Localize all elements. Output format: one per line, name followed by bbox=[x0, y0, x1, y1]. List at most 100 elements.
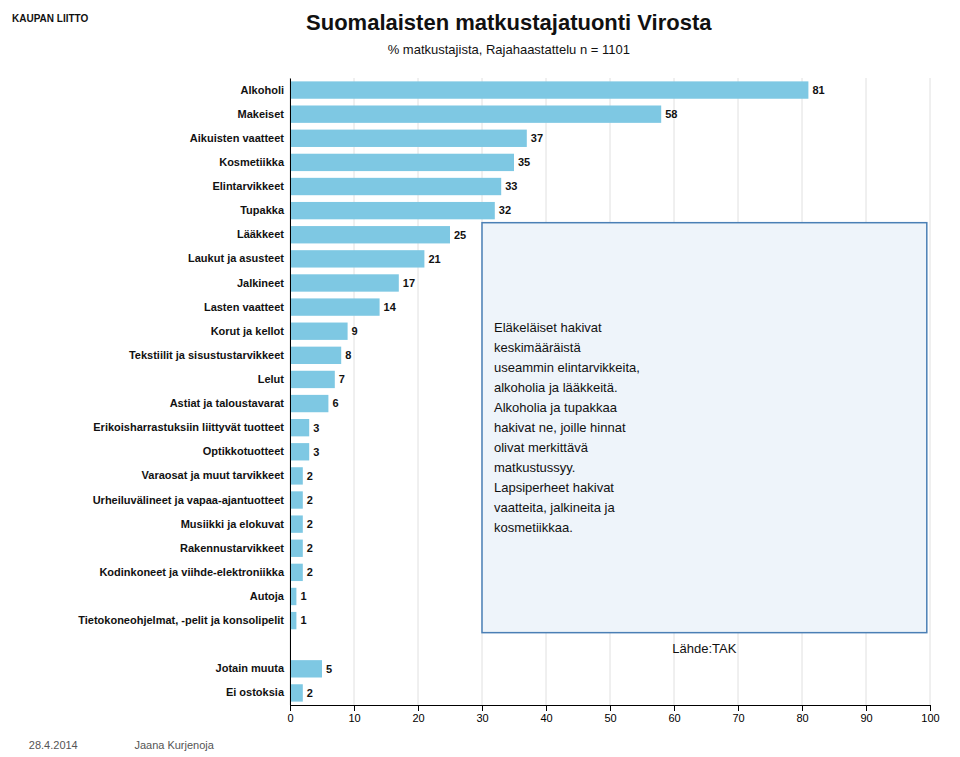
annotation-line: vaatteita, jalkineita ja bbox=[494, 500, 615, 515]
annotation-text: Eläkeläiset hakivatkeskimääräistäuseammi… bbox=[494, 320, 640, 535]
y-tick-label: Jotain muuta bbox=[216, 662, 285, 674]
grid-line bbox=[930, 78, 931, 705]
x-tick-label: 10 bbox=[348, 712, 360, 724]
y-tick-label: Kosmetiikka bbox=[219, 156, 285, 168]
y-tick-label: Urheiluvälineet ja vapaa-ajantuotteet bbox=[93, 494, 285, 506]
data-label: 8 bbox=[345, 349, 351, 361]
data-label: 1 bbox=[300, 590, 306, 602]
x-tick: 0 bbox=[287, 705, 293, 724]
x-tick: 50 bbox=[604, 705, 616, 724]
annotation-line: kosmetiikkaa. bbox=[494, 520, 573, 535]
y-axis-line bbox=[290, 79, 291, 706]
x-tick: 30 bbox=[476, 705, 488, 724]
y-tick-label: Astiat ja taloustavarat bbox=[170, 397, 285, 409]
data-label: 5 bbox=[326, 663, 332, 675]
data-label: 35 bbox=[518, 156, 530, 168]
bar bbox=[290, 274, 399, 291]
annotation-line: hakivat ne, joille hinnat bbox=[494, 420, 626, 435]
bar bbox=[290, 443, 309, 460]
chart-svg: KAUPAN LIITTOSuomalaisten matkustajatuon… bbox=[0, 0, 960, 757]
x-axis: 0102030405060708090100 bbox=[287, 705, 939, 724]
y-tick: Tekstiilit ja sisustustarvikkeet bbox=[129, 349, 290, 361]
data-label: 14 bbox=[384, 301, 397, 313]
data-label: 21 bbox=[428, 253, 440, 265]
x-tick: 20 bbox=[412, 705, 424, 724]
bar bbox=[290, 250, 424, 267]
y-tick: Ei ostoksia bbox=[226, 686, 290, 698]
data-label: 25 bbox=[454, 229, 466, 241]
y-tick: Kodinkoneet ja viihde-elektroniikka bbox=[99, 566, 290, 578]
x-tick: 60 bbox=[668, 705, 680, 724]
y-tick: Varaosat ja muut tarvikkeet bbox=[142, 469, 290, 481]
annotation-line: keskimääräistä bbox=[494, 340, 581, 355]
x-tick-label: 80 bbox=[796, 712, 808, 724]
y-tick: Jotain muuta bbox=[216, 662, 290, 674]
data-label: 33 bbox=[505, 180, 517, 192]
x-tick-mark bbox=[418, 705, 419, 711]
y-tick-label: Aikuisten vaatteet bbox=[190, 132, 284, 144]
footer-left: 28.4.2014 bbox=[29, 739, 78, 751]
x-tick-label: 0 bbox=[287, 712, 293, 724]
data-label: 2 bbox=[307, 542, 313, 554]
bar bbox=[290, 564, 303, 581]
y-tick-label: Varaosat ja muut tarvikkeet bbox=[142, 469, 285, 481]
x-tick-label: 50 bbox=[604, 712, 616, 724]
annotation-line: olivat merkittävä bbox=[494, 440, 589, 455]
y-tick: Astiat ja taloustavarat bbox=[170, 397, 290, 409]
y-axis: AlkoholiMakeisetAikuisten vaatteetKosmet… bbox=[78, 79, 290, 706]
y-tick-label: Tupakka bbox=[240, 204, 285, 216]
y-tick-label: Lelut bbox=[258, 373, 285, 385]
grid bbox=[290, 78, 930, 705]
data-label: 1 bbox=[300, 614, 306, 626]
y-tick-label: Alkoholi bbox=[241, 84, 284, 96]
x-tick-mark bbox=[802, 705, 803, 711]
grid-line bbox=[290, 78, 291, 705]
annotation-line: Alkoholia ja tupakkaa bbox=[494, 400, 618, 415]
data-label: 7 bbox=[339, 373, 345, 385]
data-label: 58 bbox=[665, 108, 677, 120]
y-tick: Tupakka bbox=[240, 204, 290, 216]
y-tick: Optikkotuotteet bbox=[203, 445, 290, 457]
data-label: 2 bbox=[307, 470, 313, 482]
annotation-line: alkoholia ja lääkkeitä. bbox=[494, 380, 618, 395]
annotation-box bbox=[482, 223, 927, 633]
x-tick-mark bbox=[738, 705, 739, 711]
y-tick: Urheiluvälineet ja vapaa-ajantuotteet bbox=[93, 494, 290, 506]
data-label: 6 bbox=[332, 397, 338, 409]
x-tick: 10 bbox=[348, 705, 360, 724]
bar bbox=[290, 81, 808, 98]
data-label: 2 bbox=[307, 494, 313, 506]
x-tick-mark bbox=[290, 705, 291, 711]
bar bbox=[290, 226, 450, 243]
x-tick-mark bbox=[354, 705, 355, 711]
x-tick: 90 bbox=[860, 705, 872, 724]
y-tick-label: Lääkkeet bbox=[237, 228, 284, 240]
annotation: Eläkeläiset hakivatkeskimääräistäuseammi… bbox=[482, 223, 927, 633]
subtitle: % matkustajista, Rajahaastattelu n = 110… bbox=[388, 42, 630, 57]
x-tick-mark bbox=[930, 705, 931, 711]
y-tick-label: Elintarvikkeet bbox=[212, 180, 284, 192]
y-tick-label: Jalkineet bbox=[237, 277, 284, 289]
data-label: 2 bbox=[307, 518, 313, 530]
x-tick-label: 90 bbox=[860, 712, 872, 724]
x-tick-label: 30 bbox=[476, 712, 488, 724]
y-tick-label: Korut ja kellot bbox=[211, 325, 285, 337]
bar bbox=[290, 323, 348, 340]
y-tick: Lääkkeet bbox=[237, 228, 290, 240]
y-tick-label: Laukut ja asusteet bbox=[188, 252, 284, 264]
bar bbox=[290, 178, 501, 195]
x-tick: 70 bbox=[732, 705, 744, 724]
y-tick-label: Optikkotuotteet bbox=[203, 445, 285, 457]
bar bbox=[290, 419, 309, 436]
bar bbox=[290, 491, 303, 508]
y-tick: Tietokoneohjelmat, -pelit ja konsolipeli… bbox=[78, 614, 290, 626]
y-tick-label: Rakennustarvikkeet bbox=[180, 542, 284, 554]
y-tick-label: Erikoisharrastuksiin liittyvät tuotteet bbox=[93, 421, 284, 433]
annotation-line: Lapsiperheet hakivat bbox=[494, 480, 614, 495]
y-tick: Elintarvikkeet bbox=[212, 180, 290, 192]
y-tick: Lasten vaatteet bbox=[204, 301, 290, 313]
y-tick: Autoja bbox=[250, 590, 290, 602]
y-tick-label: Lasten vaatteet bbox=[204, 301, 284, 313]
logo-text: KAUPAN LIITTO bbox=[12, 13, 89, 24]
bar bbox=[290, 467, 303, 484]
